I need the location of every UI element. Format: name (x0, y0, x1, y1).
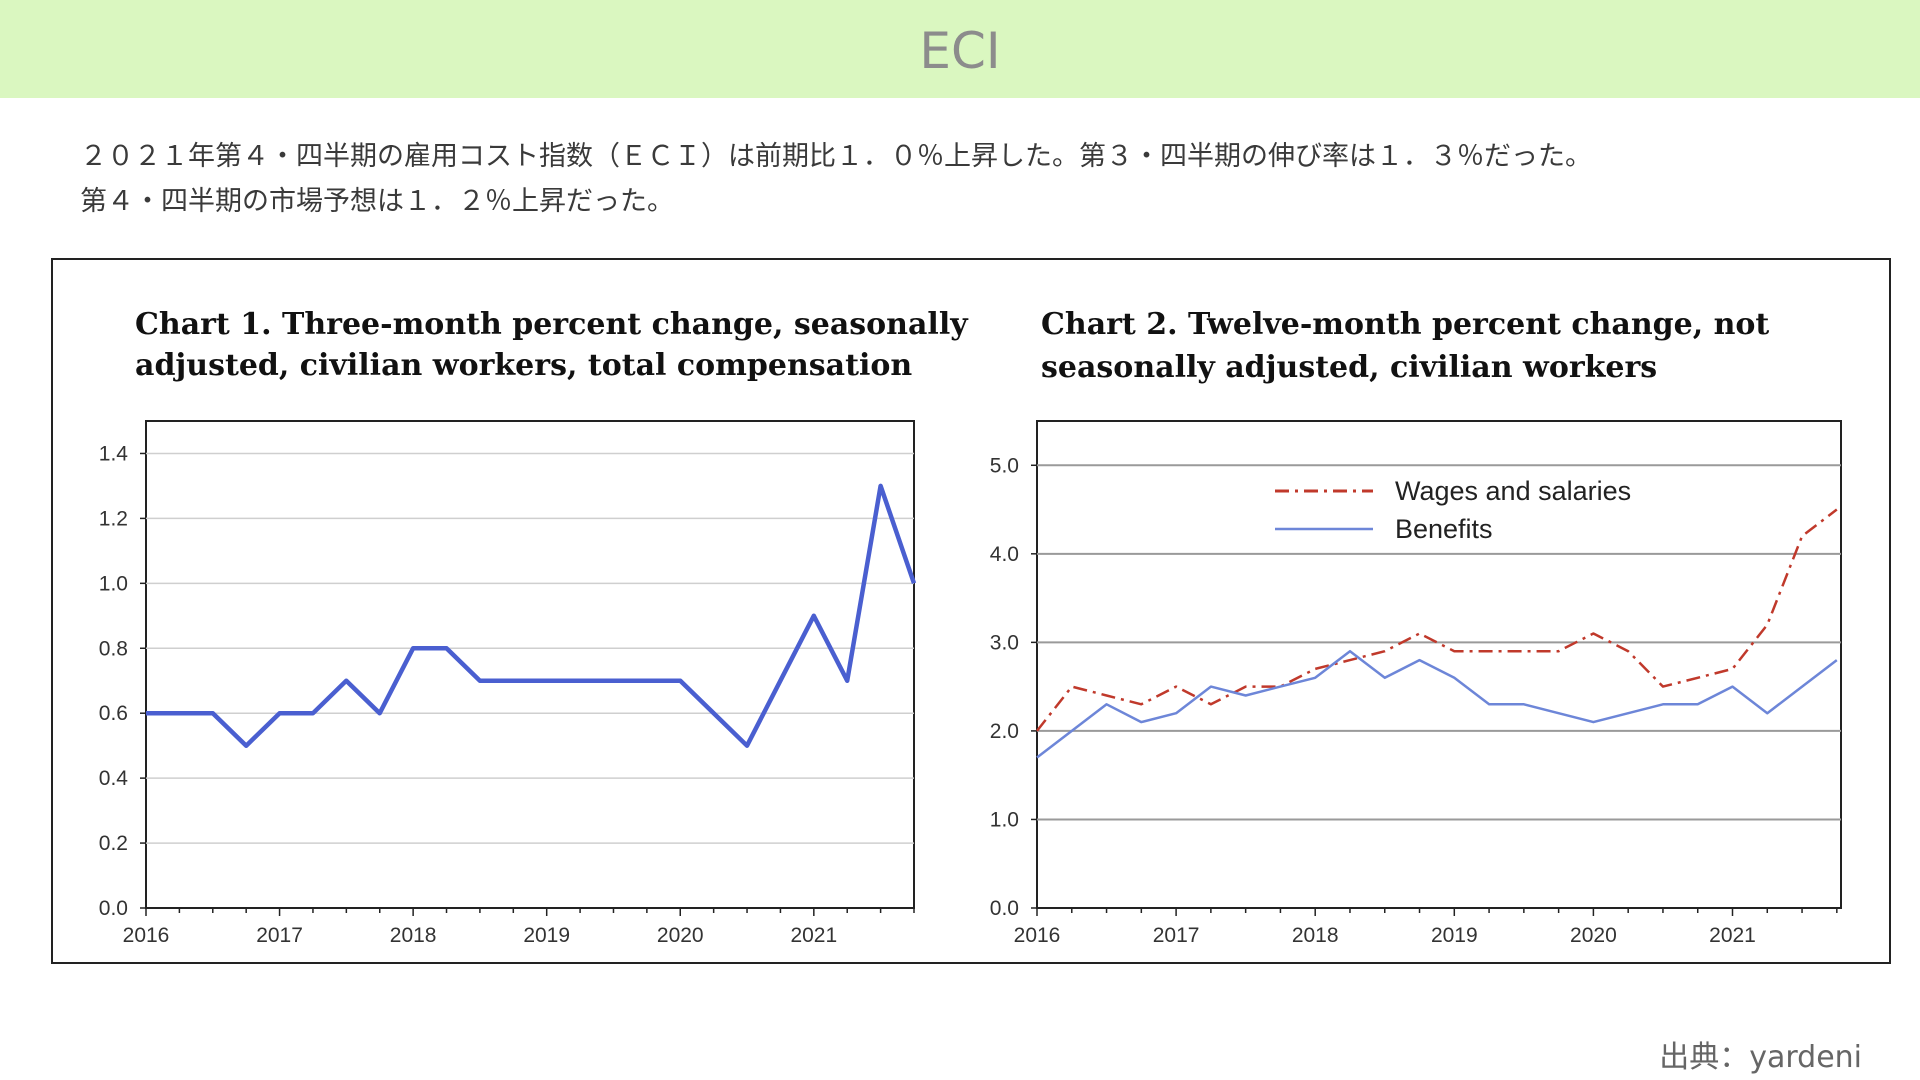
chart-2-y-axis: 0.0 1.0 2.0 3.0 4.0 5.0 (990, 454, 1037, 920)
chart-1-x-axis: 2016 2017 2018 2019 2020 2021 (123, 908, 915, 947)
c2-ytick-label-5: 5.0 (990, 454, 1019, 477)
c2-ytick-label-3: 3.0 (990, 631, 1019, 654)
chart-1-y-axis: 0.0 0.2 0.4 0.6 0.8 1.0 1.2 1.4 (99, 442, 146, 920)
chart-1-title-line-2: adjusted, civilian workers, total compen… (135, 348, 912, 383)
chart-1-gridlines (146, 452, 914, 844)
c1-ytick-label-2: 0.4 (99, 767, 129, 790)
chart-2: Chart 2. Twelve-month percent change, no… (990, 307, 1842, 947)
legend-benefits-label: Benefits (1395, 514, 1493, 544)
chart-frame: Chart 1. Three-month percent change, sea… (51, 258, 1891, 964)
chart-2-gridlines (1037, 464, 1841, 821)
chart-2-title-line-1: Chart 2. Twelve-month percent change, no… (1041, 307, 1769, 342)
c2-xtick-label-1: 2017 (1153, 924, 1200, 947)
chart-1-title-line-1: Chart 1. Three-month percent change, sea… (135, 307, 969, 342)
c1-xtick-label-4: 2020 (657, 924, 704, 947)
chart-1-plot-area (145, 420, 915, 909)
c1-xtick-label-3: 2019 (523, 924, 570, 947)
c1-ytick-label-4: 0.8 (99, 637, 128, 660)
c2-xtick-label-4: 2020 (1570, 924, 1617, 947)
c2-xtick-label-0: 2016 (1014, 924, 1061, 947)
description-line-1: ２０２１年第４・四半期の雇用コスト指数（ＥＣＩ）は前期比１．０％上昇した。第３・… (80, 141, 1592, 172)
c1-ytick-label-6: 1.2 (99, 507, 128, 530)
chart-2-legend: Wages and salaries Benefits (1275, 476, 1631, 544)
chart-2-x-axis: 2016 2017 2018 2019 2020 2021 (1014, 908, 1838, 947)
chart-1-series (146, 483, 917, 748)
c1-xtick-label-5: 2021 (790, 924, 837, 947)
chart-2-series (1036, 508, 1838, 759)
c1-xtick-label-2: 2018 (390, 924, 437, 947)
chart-1: Chart 1. Three-month percent change, sea… (99, 307, 969, 947)
source-credit: 出典：yardeni (1659, 1040, 1862, 1075)
c1-ytick-label-7: 1.4 (99, 442, 129, 465)
c2-xtick-label-3: 2019 (1431, 924, 1478, 947)
chart-2-title-line-2: seasonally adjusted, civilian workers (1041, 350, 1657, 385)
c1-ytick-label-3: 0.6 (99, 702, 128, 725)
c1-xtick-label-0: 2016 (123, 924, 170, 947)
c1-ytick-label-5: 1.0 (99, 572, 128, 595)
c2-ytick-label-1: 1.0 (990, 808, 1019, 831)
c1-series-line-0 (146, 483, 917, 748)
c1-ytick-label-0: 0.0 (99, 897, 128, 920)
charts-svg: Chart 1. Three-month percent change, sea… (99, 307, 1842, 947)
chart-2-plot-area (1036, 420, 1842, 909)
c1-ytick-label-1: 0.2 (99, 832, 128, 855)
legend-wages-label: Wages and salaries (1395, 476, 1631, 506)
c2-ytick-label-2: 2.0 (990, 720, 1019, 743)
c2-xtick-label-2: 2018 (1292, 924, 1339, 947)
page-title: ECI (919, 22, 1001, 80)
c2-xtick-label-5: 2021 (1709, 924, 1756, 947)
header-banner: ECI (0, 0, 1920, 98)
c2-ytick-label-0: 0.0 (990, 897, 1019, 920)
description: ２０２１年第４・四半期の雇用コスト指数（ＥＣＩ）は前期比１．０％上昇した。第３・… (80, 134, 1880, 224)
c1-xtick-label-1: 2017 (256, 924, 303, 947)
description-line-2: 第４・四半期の市場予想は１．２％上昇だった。 (80, 186, 674, 217)
c2-ytick-label-4: 4.0 (990, 543, 1019, 566)
c2-series-line-1 (1036, 649, 1838, 759)
